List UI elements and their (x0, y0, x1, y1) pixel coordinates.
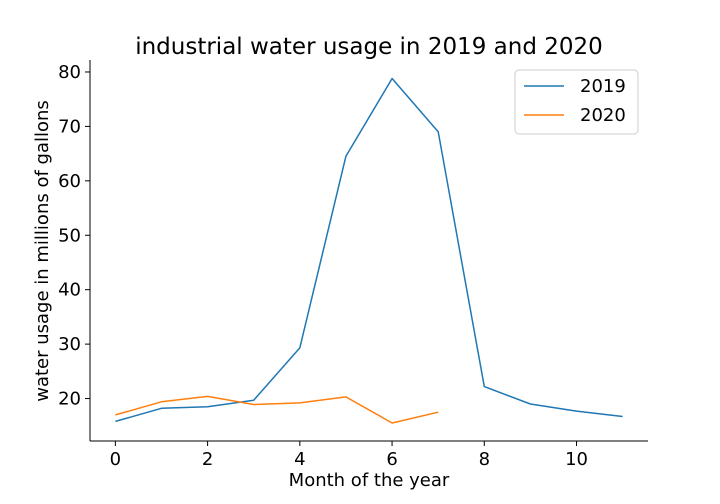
series-line-2019 (115, 77, 623, 423)
y-tick-label: 50 (58, 225, 81, 246)
y-tick-label: 80 (58, 62, 81, 83)
x-tick-label: 0 (110, 449, 121, 470)
x-ticks: 0 2 4 6 8 10 (110, 441, 588, 470)
legend-label-2019: 2019 (580, 76, 626, 97)
y-tick-label: 60 (58, 171, 81, 192)
plot-area: 0 2 4 6 8 10 20 30 40 50 60 70 80 (58, 60, 648, 470)
x-tick-label: 8 (479, 449, 490, 470)
legend: 2019 2020 (514, 69, 639, 135)
chart-title: industrial water usage in 2019 and 2020 (135, 34, 603, 60)
series-lines (115, 77, 623, 424)
series-line-2020 (115, 395, 439, 424)
y-tick-label: 40 (58, 280, 81, 301)
x-tick-label: 4 (294, 449, 305, 470)
x-axis-label: Month of the year (289, 470, 450, 491)
x-tick-label: 6 (386, 449, 397, 470)
y-ticks: 20 30 40 50 60 70 80 (58, 62, 90, 410)
y-tick-label: 20 (58, 389, 81, 410)
x-tick-label: 10 (565, 449, 588, 470)
y-tick-label: 70 (58, 116, 81, 137)
x-tick-label: 2 (202, 449, 213, 470)
y-axis-label: water usage in millions of gallons (32, 100, 53, 402)
y-tick-label: 30 (58, 334, 81, 355)
legend-label-2020: 2020 (580, 105, 626, 126)
